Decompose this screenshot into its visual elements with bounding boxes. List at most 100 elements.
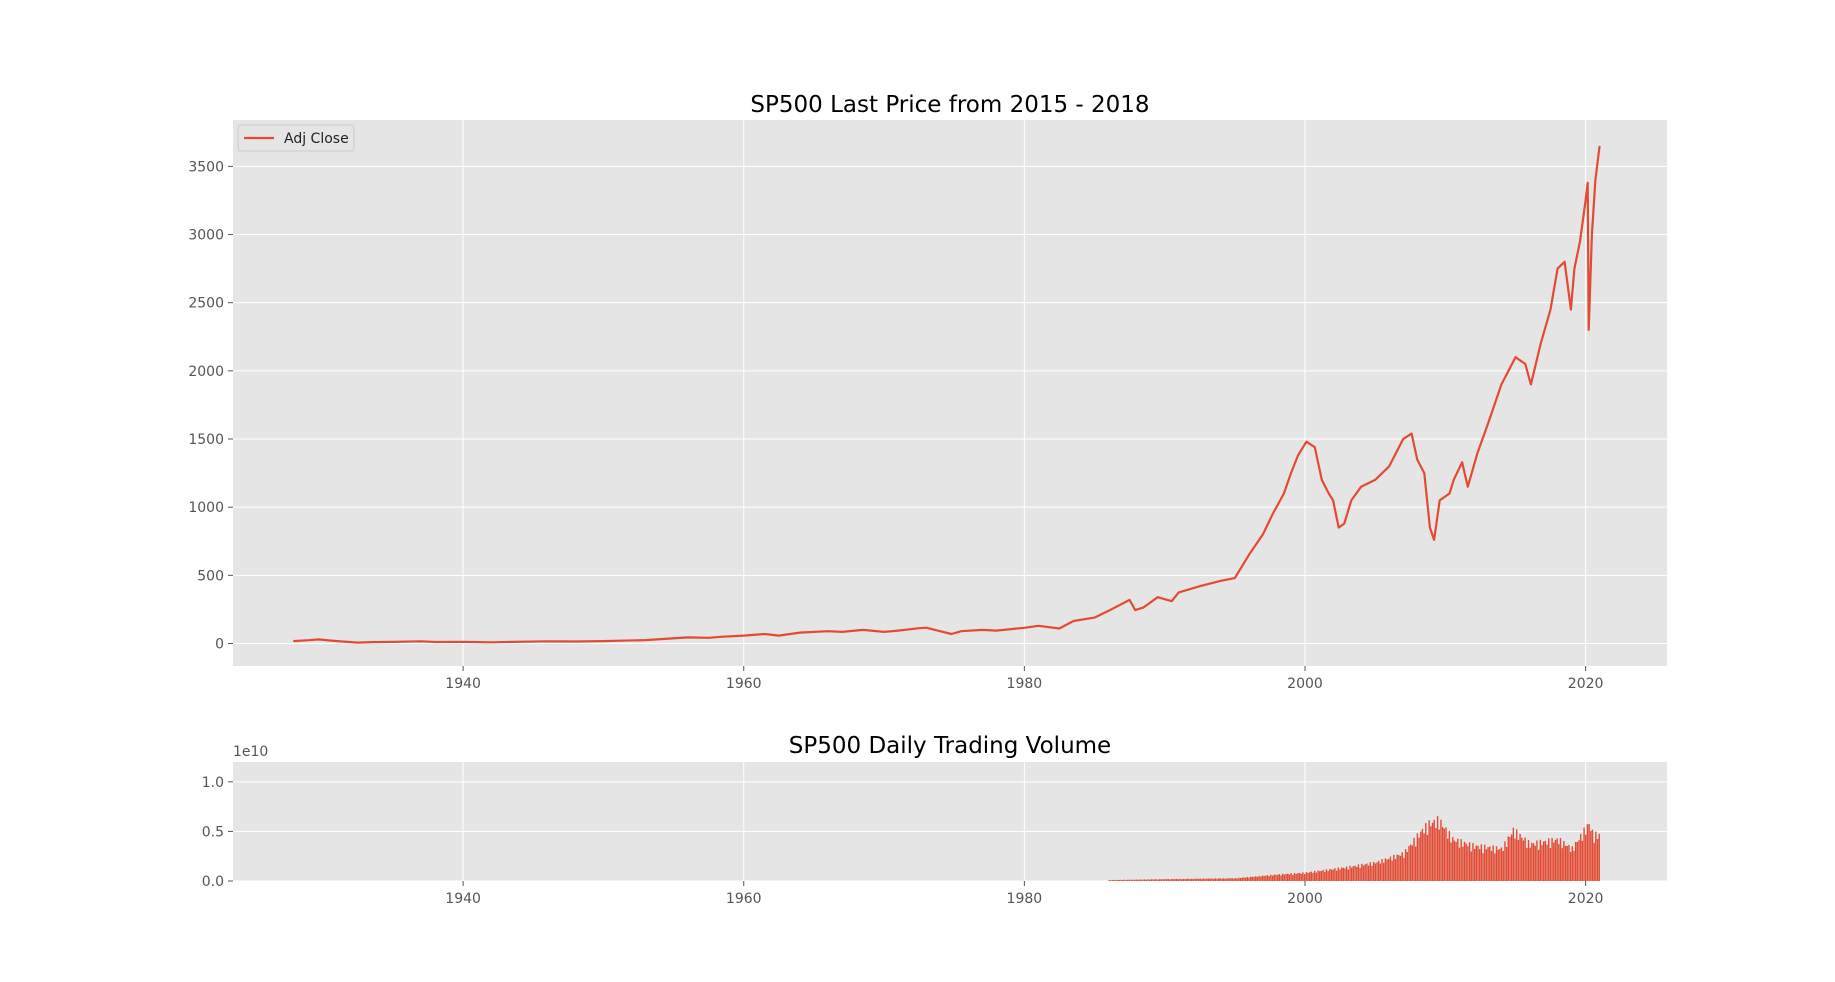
volume-bar: [1182, 878, 1185, 881]
volume-bar: [1569, 851, 1572, 881]
volume-bar: [1344, 868, 1346, 881]
volume-bar: [1233, 878, 1235, 881]
volume-bar: [1494, 853, 1496, 881]
volume-bar: [1266, 875, 1269, 881]
volume-bar: [1159, 879, 1161, 881]
volume-bar: [1128, 879, 1131, 881]
volume-bars: [1108, 816, 1600, 881]
volume-bar: [1381, 858, 1383, 881]
volume-bar: [1377, 860, 1380, 881]
volume-bar: [1519, 833, 1521, 881]
volume-bar: [1111, 879, 1114, 881]
volume-bar: [1137, 879, 1139, 881]
volume-bar: [1394, 858, 1397, 881]
volume-bar: [1295, 873, 1297, 881]
volume-bar: [1349, 865, 1351, 881]
volume-bar: [1398, 855, 1400, 881]
volume-bar: [1354, 865, 1356, 881]
volume-bar: [1228, 878, 1230, 881]
volume-bar: [1509, 837, 1511, 881]
volume-bar: [1581, 840, 1584, 881]
volume-bar: [1468, 842, 1471, 881]
volume-bar: [1371, 866, 1373, 881]
volume-bar: [1391, 860, 1393, 881]
volume-bar: [1537, 849, 1540, 881]
volume-bar: [1356, 866, 1358, 881]
volume-bar: [1110, 880, 1112, 881]
volume-bar: [1441, 827, 1444, 881]
volume-bar: [1184, 878, 1186, 881]
volume-bar: [1366, 863, 1368, 881]
volume-bar: [1187, 878, 1190, 881]
volume-bar: [1558, 844, 1560, 881]
volume-bar: [1416, 833, 1419, 881]
volume-bar: [1300, 873, 1302, 881]
y-tick-label: 3000: [188, 228, 224, 244]
volume-bar: [1497, 849, 1499, 881]
price-chart-title: SP500 Last Price from 2015 - 2018: [750, 92, 1149, 118]
volume-bar: [1485, 849, 1488, 881]
volume-bar: [1179, 878, 1181, 881]
volume-bar: [1305, 872, 1307, 881]
volume-bar: [1367, 865, 1370, 881]
volume-bar: [1207, 878, 1210, 881]
volume-bar: [1271, 875, 1274, 881]
volume-bar: [1352, 865, 1355, 881]
volume-bar: [1142, 879, 1144, 881]
volume-bar: [1551, 837, 1553, 881]
volume-bar: [1418, 837, 1420, 881]
y-tick-label: 0.0: [202, 874, 224, 890]
volume-bar: [1293, 872, 1296, 881]
volume-bar: [1443, 828, 1446, 881]
volume-bar: [1399, 855, 1402, 881]
price-axes-background: [233, 120, 1667, 666]
volume-bar: [1212, 878, 1215, 881]
y-tick-label: 2000: [188, 364, 224, 380]
volume-bar: [1445, 827, 1447, 881]
volume-bar: [1389, 856, 1392, 881]
volume-bar: [1484, 844, 1486, 881]
volume-bar: [1556, 838, 1558, 881]
volume-bar: [1246, 876, 1249, 881]
volume-bar: [1221, 878, 1223, 881]
volume-bar: [1325, 869, 1328, 881]
volume-bar: [1542, 841, 1545, 881]
volume-bar: [1287, 873, 1289, 881]
volume-bar: [1175, 878, 1178, 881]
y-tick-label: 1.0: [202, 775, 224, 791]
volume-bar: [1431, 822, 1434, 881]
volume-bar: [1450, 842, 1452, 881]
volume-bar: [1223, 878, 1225, 881]
volume-bar: [1148, 879, 1151, 881]
volume-bar: [1460, 839, 1462, 881]
volume-bar: [1231, 878, 1233, 881]
volume-bar: [1202, 878, 1205, 881]
volume-bar: [1302, 872, 1304, 881]
volume-bar: [1130, 879, 1132, 881]
volume-bar: [1384, 858, 1387, 881]
volume-bar: [1243, 877, 1245, 881]
volume-bar: [1411, 845, 1414, 881]
volume-bar: [1362, 865, 1365, 881]
volume-bar: [1169, 879, 1171, 881]
volume-bar: [1268, 876, 1270, 881]
volume-bar: [1539, 839, 1541, 881]
volume-bar: [1457, 838, 1459, 881]
volume-bar: [1118, 879, 1121, 881]
x-tick-label: 1980: [1007, 891, 1043, 907]
x-tick-label: 2020: [1568, 676, 1604, 692]
y-tick-label: 0: [215, 637, 224, 653]
volume-bar: [1393, 854, 1395, 881]
volume-bar: [1536, 840, 1538, 881]
volume-bar: [1226, 878, 1228, 881]
volume-bar: [1561, 848, 1563, 881]
volume-bar: [1312, 872, 1314, 881]
volume-bar: [1505, 846, 1508, 881]
volume-bar: [1571, 846, 1573, 881]
volume-bar: [1345, 866, 1348, 881]
volume-bar: [1544, 840, 1547, 881]
volume-bar: [1504, 841, 1506, 881]
volume-bar: [1492, 845, 1494, 881]
volume-bar: [1219, 878, 1222, 881]
volume-bar: [1320, 870, 1323, 881]
